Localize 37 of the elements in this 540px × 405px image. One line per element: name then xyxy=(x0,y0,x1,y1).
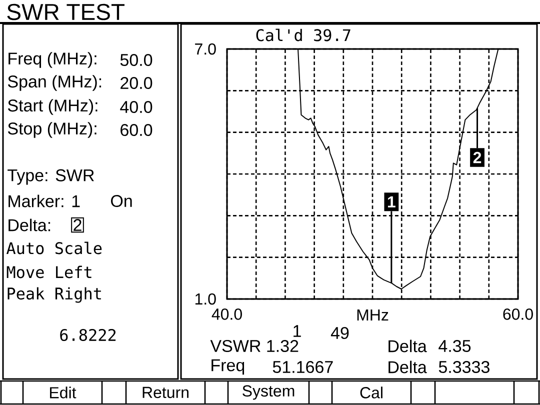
text: 40.0 xyxy=(120,100,152,114)
text: Move Left xyxy=(6,266,92,278)
text: 4.35 xyxy=(438,340,471,352)
text: Delta: xyxy=(8,218,50,232)
text: 2 xyxy=(74,219,82,231)
text: Marker: 1 xyxy=(8,194,80,208)
annotation: 2 xyxy=(473,152,482,164)
text: Auto Scale xyxy=(6,242,102,254)
text: Cal xyxy=(360,386,382,398)
text: On xyxy=(111,194,132,208)
text: Type: SWR xyxy=(8,169,94,185)
text: Cal'd 39.7 xyxy=(256,28,350,42)
text: Delta xyxy=(388,340,427,352)
text: Freq xyxy=(212,359,244,375)
text: VSWR 1.32 xyxy=(210,340,298,352)
text: Span (MHz): xyxy=(8,75,102,91)
y-tick-label: 7.0 xyxy=(195,43,216,55)
text: Stop (MHz): xyxy=(8,122,96,138)
text: 6.8222 xyxy=(60,328,116,342)
text: 49 xyxy=(330,326,349,340)
y-tick-label: 1.0 xyxy=(195,293,216,305)
text: Return xyxy=(142,386,188,398)
text: 5.3333 xyxy=(438,360,490,374)
text: 60.0 xyxy=(120,124,152,136)
text: 1 xyxy=(294,325,301,337)
text: Edit xyxy=(50,386,76,398)
annotation: 1 xyxy=(388,196,396,208)
text: Peak Right xyxy=(8,287,101,303)
text: Freq (MHz): xyxy=(8,52,96,68)
text: 51.1667 xyxy=(272,360,333,374)
x-axis-title: MHz xyxy=(357,309,388,321)
text: Start (MHz): xyxy=(8,99,98,115)
text: 20.0 xyxy=(120,76,152,90)
text: 50.0 xyxy=(120,54,152,66)
text: System xyxy=(242,385,294,400)
chart-title: SWR TEST xyxy=(7,4,124,20)
text: Delta xyxy=(388,360,427,374)
